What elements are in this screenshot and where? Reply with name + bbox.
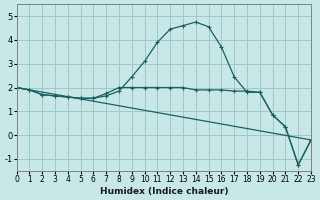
X-axis label: Humidex (Indice chaleur): Humidex (Indice chaleur) [100,187,228,196]
